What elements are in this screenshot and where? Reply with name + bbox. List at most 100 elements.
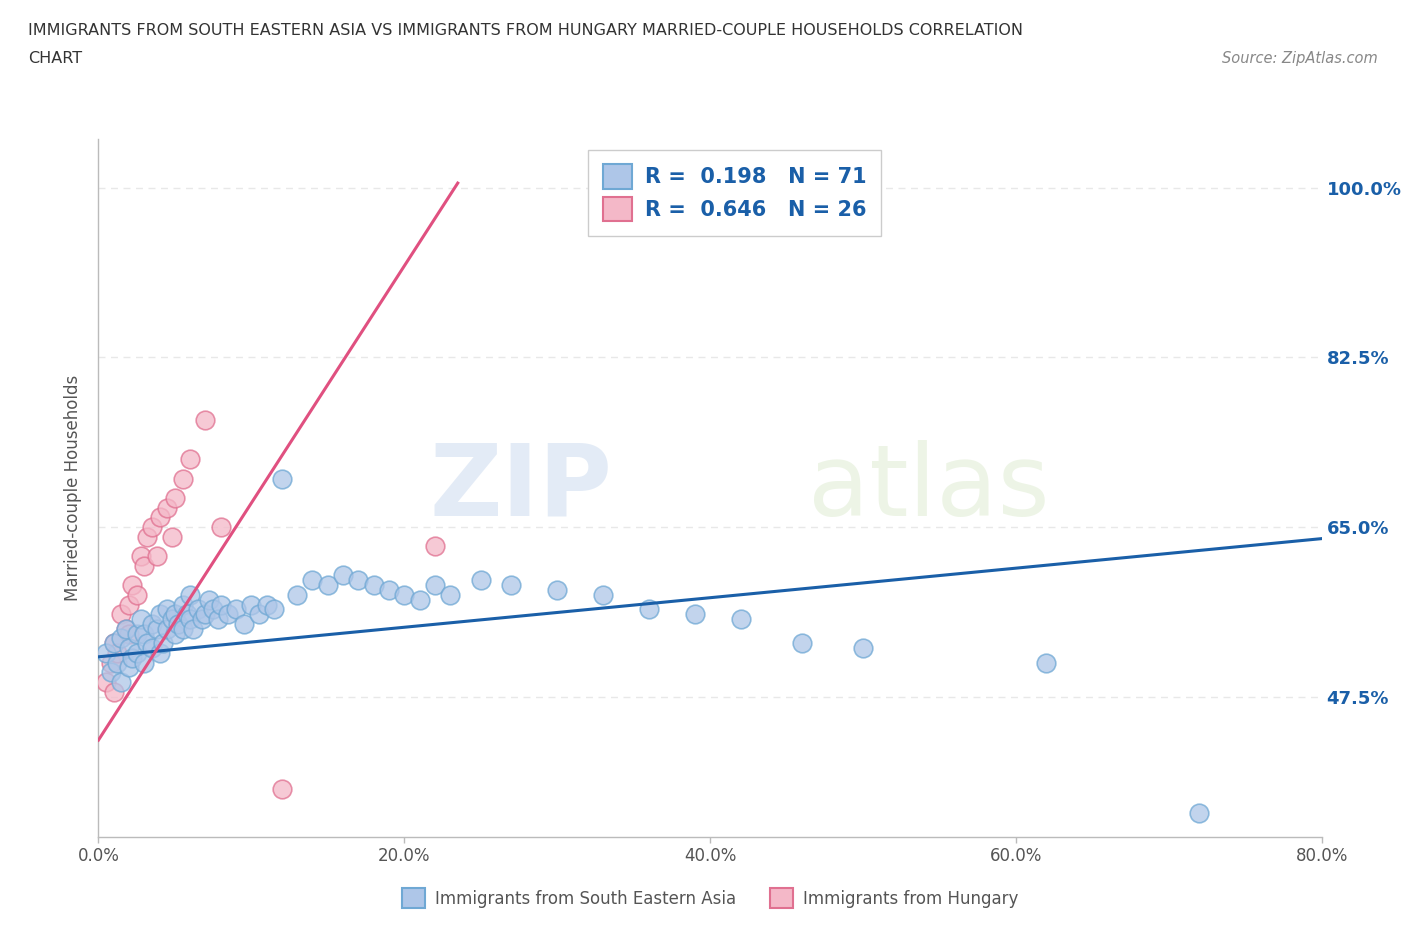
- Point: [172, 597, 194, 612]
- Point: [172, 472, 194, 486]
- Point: [730, 612, 752, 627]
- Point: [332, 568, 354, 583]
- Point: [546, 582, 568, 597]
- Point: [105, 645, 128, 660]
- Point: [232, 617, 254, 631]
- Point: [149, 606, 172, 621]
- Point: [181, 621, 204, 636]
- Text: Source: ZipAtlas.com: Source: ZipAtlas.com: [1222, 51, 1378, 66]
- Point: [160, 529, 183, 544]
- Point: [197, 592, 219, 607]
- Point: [217, 606, 239, 621]
- Point: [179, 612, 201, 627]
- Point: [1188, 805, 1211, 820]
- Point: [209, 597, 232, 612]
- Point: [141, 520, 163, 535]
- Point: [1035, 656, 1057, 671]
- Point: [118, 660, 141, 675]
- Point: [134, 558, 156, 573]
- Point: [118, 597, 141, 612]
- Point: [100, 656, 122, 671]
- Point: [637, 602, 661, 617]
- Point: [103, 636, 125, 651]
- Point: [167, 617, 190, 631]
- Text: CHART: CHART: [28, 51, 82, 66]
- Point: [225, 602, 247, 617]
- Point: [152, 636, 174, 651]
- Point: [125, 588, 148, 603]
- Point: [202, 602, 225, 617]
- Point: [194, 413, 217, 428]
- Point: [207, 612, 229, 627]
- Text: IMMIGRANTS FROM SOUTH EASTERN ASIA VS IMMIGRANTS FROM HUNGARY MARRIED-COUPLE HOU: IMMIGRANTS FROM SOUTH EASTERN ASIA VS IM…: [28, 23, 1024, 38]
- Legend: Immigrants from South Eastern Asia, Immigrants from Hungary: Immigrants from South Eastern Asia, Immi…: [389, 877, 1031, 920]
- Point: [683, 606, 706, 621]
- Point: [141, 641, 163, 656]
- Point: [194, 606, 217, 621]
- Point: [256, 597, 278, 612]
- Point: [115, 621, 138, 636]
- Point: [790, 636, 813, 651]
- Point: [163, 490, 186, 505]
- Point: [852, 641, 875, 656]
- Point: [118, 641, 141, 656]
- Point: [163, 606, 186, 621]
- Point: [592, 588, 614, 603]
- Text: ZIP: ZIP: [429, 440, 612, 537]
- Point: [110, 631, 132, 645]
- Point: [156, 621, 179, 636]
- Point: [423, 578, 446, 592]
- Point: [392, 588, 416, 603]
- Point: [125, 626, 148, 641]
- Point: [270, 472, 292, 486]
- Point: [240, 597, 263, 612]
- Point: [172, 621, 194, 636]
- Point: [163, 626, 186, 641]
- Point: [347, 573, 370, 588]
- Point: [115, 621, 138, 636]
- Point: [209, 520, 232, 535]
- Point: [363, 578, 385, 592]
- Point: [110, 606, 132, 621]
- Point: [378, 582, 401, 597]
- Point: [156, 602, 179, 617]
- Point: [118, 626, 141, 641]
- Point: [470, 573, 492, 588]
- Point: [105, 656, 128, 671]
- Point: [129, 549, 152, 564]
- Point: [301, 573, 323, 588]
- Point: [149, 510, 172, 525]
- Point: [110, 674, 132, 689]
- Point: [316, 578, 339, 592]
- Point: [285, 588, 308, 603]
- Point: [103, 684, 125, 699]
- Point: [103, 636, 125, 651]
- Point: [263, 602, 285, 617]
- Point: [160, 612, 183, 627]
- Point: [134, 656, 156, 671]
- Point: [94, 645, 117, 660]
- Point: [94, 674, 117, 689]
- Point: [423, 539, 446, 554]
- Y-axis label: Married-couple Households: Married-couple Households: [65, 375, 83, 602]
- Point: [121, 650, 143, 665]
- Point: [145, 621, 167, 636]
- Point: [408, 592, 430, 607]
- Point: [141, 617, 163, 631]
- Text: atlas: atlas: [808, 440, 1049, 537]
- Point: [121, 578, 143, 592]
- Point: [129, 612, 152, 627]
- Point: [179, 452, 201, 467]
- Point: [191, 612, 214, 627]
- Point: [501, 578, 523, 592]
- Point: [136, 636, 159, 651]
- Point: [136, 529, 159, 544]
- Point: [176, 606, 198, 621]
- Point: [156, 500, 179, 515]
- Point: [145, 549, 167, 564]
- Point: [247, 606, 270, 621]
- Point: [439, 588, 461, 603]
- Point: [125, 645, 148, 660]
- Point: [100, 665, 122, 680]
- Point: [134, 626, 156, 641]
